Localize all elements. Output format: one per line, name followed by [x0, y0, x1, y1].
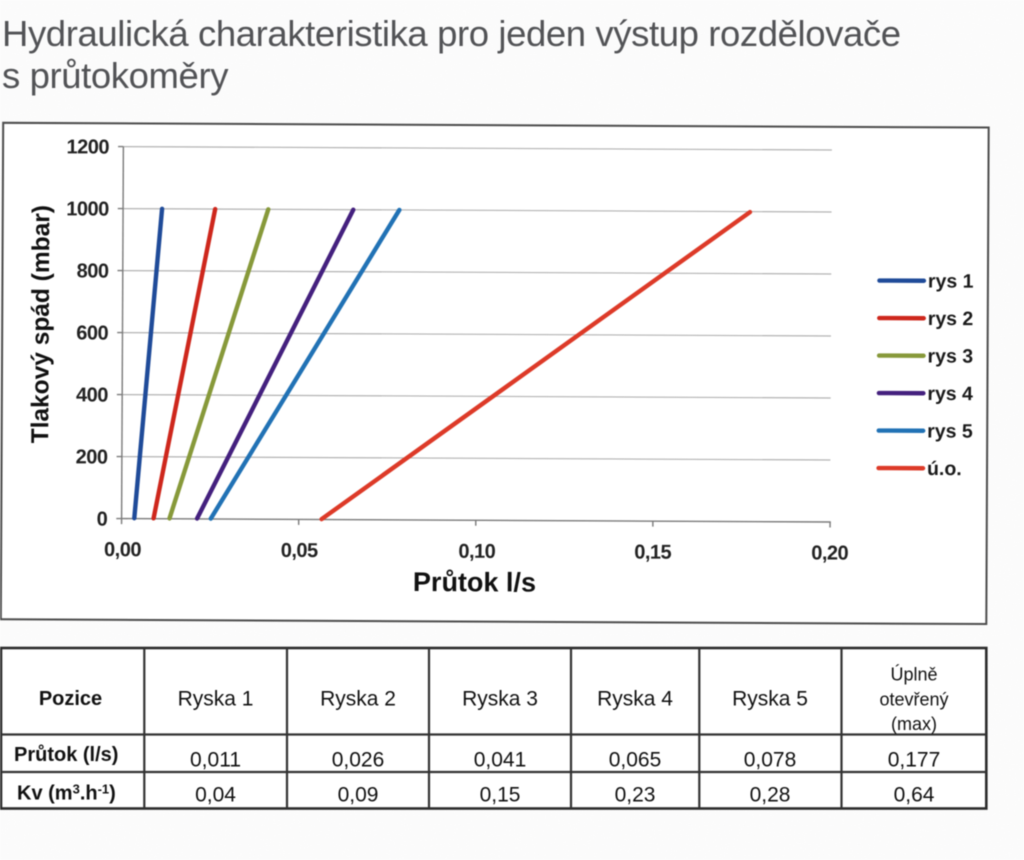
svg-text:1000: 1000: [66, 198, 109, 220]
svg-text:0,10: 0,10: [458, 541, 495, 563]
svg-text:0,177: 0,177: [888, 748, 941, 771]
svg-text:(max): (max): [891, 714, 937, 734]
svg-text:0,065: 0,065: [609, 748, 662, 771]
svg-text:0,026: 0,026: [332, 748, 385, 771]
svg-text:s průtokoměry: s průtokoměry: [2, 55, 229, 96]
svg-text:Pozice: Pozice: [39, 688, 102, 710]
svg-text:Průtok l/s: Průtok l/s: [413, 567, 536, 598]
svg-text:Ryska 5: Ryska 5: [732, 688, 808, 711]
svg-text:0,041: 0,041: [474, 748, 527, 771]
svg-text:rys 3: rys 3: [928, 345, 974, 367]
svg-text:Průtok (l/s): Průtok (l/s): [14, 744, 118, 766]
svg-text:800: 800: [77, 260, 109, 282]
svg-text:0,20: 0,20: [811, 542, 848, 564]
svg-text:0,00: 0,00: [104, 539, 141, 561]
svg-text:otevřený: otevřený: [879, 689, 948, 709]
svg-text:Ryska 2: Ryska 2: [320, 688, 396, 711]
svg-text:0,64: 0,64: [894, 783, 935, 806]
svg-text:Ryska 1: Ryska 1: [178, 688, 254, 711]
svg-text:600: 600: [76, 322, 108, 344]
svg-text:0,09: 0,09: [338, 783, 379, 806]
svg-text:ú.o.: ú.o.: [927, 458, 962, 480]
svg-text:0,15: 0,15: [480, 783, 521, 806]
svg-text:0,28: 0,28: [750, 783, 791, 806]
svg-text:Hydraulická charakteristika pr: Hydraulická charakteristika pro jeden vý…: [2, 13, 901, 54]
svg-text:rys 4: rys 4: [927, 383, 973, 405]
svg-text:0,04: 0,04: [195, 783, 236, 806]
svg-text:0,15: 0,15: [634, 542, 671, 564]
svg-text:rys 1: rys 1: [928, 270, 974, 292]
svg-text:Tlakový spád (mbar): Tlakový spád (mbar): [27, 205, 55, 443]
svg-text:Kv (m3.h-1): Kv (m3.h-1): [17, 782, 116, 805]
svg-text:200: 200: [76, 446, 108, 468]
svg-text:rys 2: rys 2: [928, 308, 974, 330]
svg-text:400: 400: [76, 384, 108, 406]
svg-text:0,23: 0,23: [615, 783, 656, 806]
svg-text:1200: 1200: [67, 136, 110, 158]
svg-text:Úplně: Úplně: [890, 663, 937, 684]
svg-text:0: 0: [97, 508, 108, 530]
svg-text:rys 5: rys 5: [927, 420, 973, 442]
svg-text:0,05: 0,05: [281, 540, 318, 562]
svg-text:0,078: 0,078: [744, 748, 797, 771]
svg-text:0,011: 0,011: [190, 748, 241, 771]
svg-text:Ryska 4: Ryska 4: [597, 688, 673, 711]
svg-text:Ryska 3: Ryska 3: [462, 688, 538, 711]
